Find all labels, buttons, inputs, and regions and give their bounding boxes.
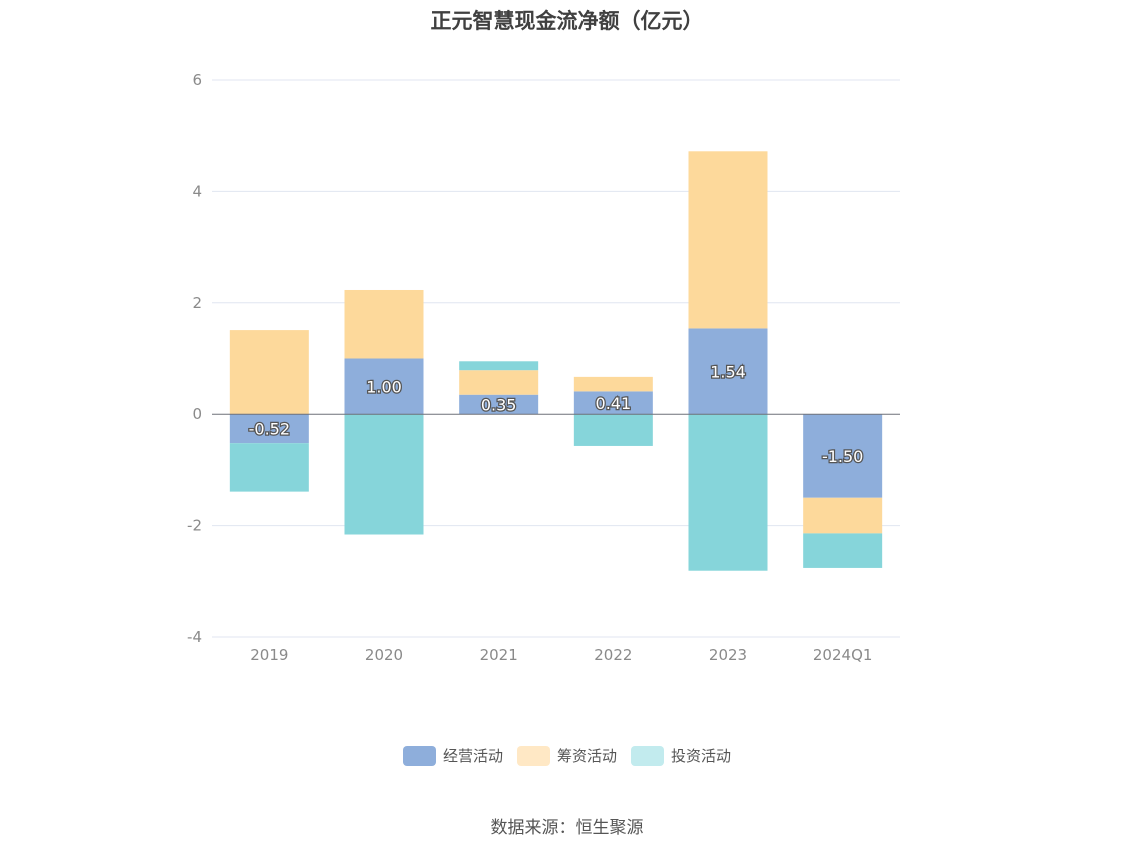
bar-2-0[interactable]	[229, 443, 309, 492]
data-label: 1.54	[710, 362, 746, 381]
bar-0-2[interactable]	[459, 394, 539, 415]
legend-swatch-operating	[402, 745, 436, 766]
legend-label-operating: 经营活动	[442, 747, 503, 765]
axes: 6 4 2 0 -2 -4 2019 2020 2021 2022 2023 2024Q1	[187, 71, 900, 664]
x-tick-label: 2020	[365, 646, 403, 664]
bar-0-5[interactable]	[803, 414, 883, 498]
legend-label-financing: 筹资活动	[556, 747, 617, 765]
y-tick-label: 4	[192, 182, 202, 200]
bar-2-3[interactable]	[573, 414, 653, 446]
y-tick-label: -4	[187, 628, 202, 646]
legend-item-financing[interactable]: 筹资活动	[516, 745, 617, 766]
bar-0-1[interactable]	[344, 358, 424, 415]
legend-swatch-financing	[516, 745, 550, 766]
y-tick-label: 2	[192, 294, 202, 312]
bar-0-3[interactable]	[573, 391, 653, 415]
x-tick-label: 2021	[480, 646, 518, 664]
legend-item-investing[interactable]: 投资活动	[631, 745, 731, 766]
x-tick-label: 2022	[594, 646, 632, 664]
bar-2-5[interactable]	[803, 533, 883, 568]
x-tick-label: 2024Q1	[813, 646, 873, 664]
bar-1-3[interactable]	[573, 376, 653, 392]
bar-1-5[interactable]	[803, 497, 883, 534]
bar-1-1[interactable]	[344, 289, 424, 359]
bar-1-0[interactable]	[229, 330, 309, 415]
bar-0-0[interactable]	[229, 414, 309, 444]
y-tick-label: -2	[187, 517, 202, 535]
y-tick-label: 0	[192, 405, 202, 423]
grid-lines	[212, 79, 900, 638]
data-label: 1.00	[366, 377, 402, 396]
data-labels: -0.52 1.00 0.35 0.41 1.54 -1.50	[247, 361, 864, 467]
bar-1-4[interactable]	[688, 151, 768, 329]
data-label: 0.35	[481, 395, 517, 414]
bar-2-4[interactable]	[688, 414, 768, 571]
legend: 经营活动 筹资活动 投资活动	[0, 745, 1134, 766]
y-tick-label: 6	[192, 71, 202, 89]
data-label: 0.41	[596, 394, 632, 413]
bar-2-1[interactable]	[344, 414, 424, 535]
x-tick-label: 2023	[709, 646, 747, 664]
x-tick-label: 2019	[250, 646, 288, 664]
legend-swatch-investing	[631, 745, 664, 766]
bar-1-2[interactable]	[459, 370, 539, 395]
legend-label-investing: 投资活动	[671, 747, 732, 765]
bar-0-4[interactable]	[688, 328, 768, 415]
bars	[229, 151, 883, 571]
chart-title: 正元智慧现金流净额（亿元）	[430, 9, 704, 33]
legend-item-operating[interactable]: 经营活动	[402, 745, 503, 766]
data-label: -1.50	[822, 447, 863, 466]
data-label: -0.52	[249, 420, 290, 439]
bar-2-2[interactable]	[459, 361, 539, 371]
data-source: 数据来源：恒生聚源	[490, 818, 644, 838]
